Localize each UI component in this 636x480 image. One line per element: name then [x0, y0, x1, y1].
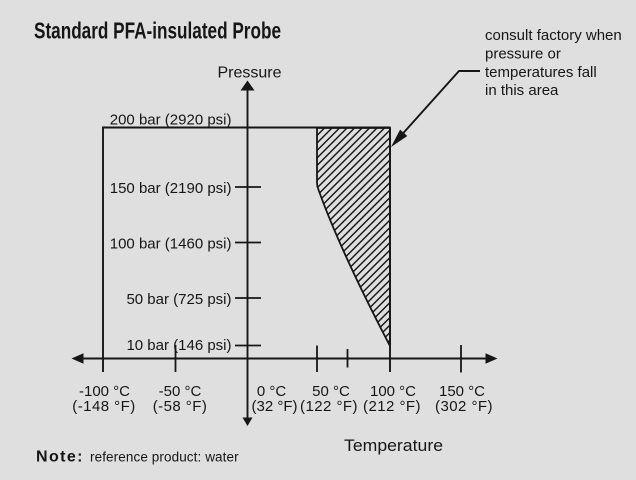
svg-text:-50 °C: -50 °C [159, 383, 202, 400]
svg-text:100 bar (1460 psi): 100 bar (1460 psi) [110, 236, 232, 253]
svg-text:150 bar (2190 psi): 150 bar (2190 psi) [110, 180, 232, 197]
svg-text:pressure or: pressure or [485, 45, 561, 62]
svg-text:(-58 °F): (-58 °F) [153, 398, 208, 415]
svg-text:(32 °F): (32 °F) [251, 398, 297, 415]
svg-text:150 °C: 150 °C [439, 383, 485, 400]
svg-text:Note:: Note: [36, 449, 84, 466]
svg-text:(212 °F): (212 °F) [363, 398, 421, 415]
svg-text:in this area: in this area [485, 82, 559, 99]
svg-text:(-148 °F): (-148 °F) [72, 398, 135, 415]
svg-text:100 °C: 100 °C [370, 383, 416, 400]
svg-text:reference product: water: reference product: water [90, 450, 239, 465]
svg-text:-100 °C: -100 °C [79, 383, 130, 400]
svg-text:Temperature: Temperature [344, 436, 443, 455]
svg-text:10 bar (146 psi): 10 bar (146 psi) [126, 337, 231, 354]
svg-text:temperatures fall: temperatures fall [485, 64, 597, 81]
svg-text:0 °C: 0 °C [257, 383, 287, 400]
svg-text:Standard PFA-insulated Probe: Standard PFA-insulated Probe [34, 17, 281, 43]
svg-text:50 bar (725 psi): 50 bar (725 psi) [126, 291, 231, 308]
svg-text:(122 °F): (122 °F) [300, 398, 358, 415]
svg-text:200 bar (2920 psi): 200 bar (2920 psi) [110, 112, 232, 129]
svg-text:consult factory when: consult factory when [485, 27, 622, 44]
svg-text:Pressure: Pressure [218, 65, 282, 82]
svg-text:50 °C: 50 °C [312, 383, 350, 400]
svg-text:(302 °F): (302 °F) [435, 398, 493, 415]
